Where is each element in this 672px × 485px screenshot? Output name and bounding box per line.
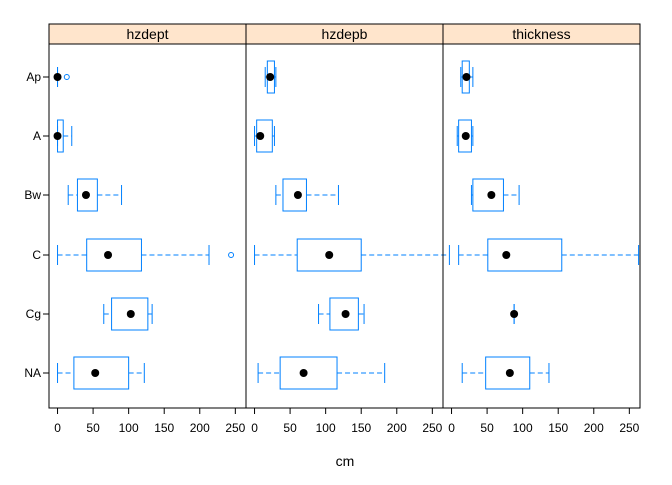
median-dot (341, 310, 350, 318)
box-hzdept-Cg (103, 297, 153, 331)
x-tick-label: 150 (548, 421, 568, 435)
box-rect (279, 356, 338, 390)
y-tick-label-Bw: Bw (24, 188, 41, 202)
x-tick-label: 50 (480, 421, 494, 435)
median-dot (53, 132, 62, 140)
x-tick-label: 50 (86, 421, 100, 435)
x-tick-label: 100 (513, 421, 533, 435)
box-rect (111, 297, 149, 331)
x-tick-label: 0 (251, 421, 258, 435)
x-tick-label: 200 (387, 421, 407, 435)
median-dot (299, 369, 308, 377)
box-rect (296, 238, 362, 272)
box-hzdepb-Cg (318, 297, 365, 331)
box-hzdept-Bw (67, 178, 123, 212)
panel-frame-thickness (442, 43, 641, 409)
median-dot (81, 191, 90, 199)
median-dot (325, 251, 334, 259)
box-hzdept-A (53, 119, 73, 153)
x-tick-label: 150 (351, 421, 371, 435)
y-tick-label-Cg: Cg (26, 307, 41, 321)
median-dot (505, 369, 514, 377)
x-tick-label: 200 (584, 421, 604, 435)
box-thickness-NA (461, 356, 550, 390)
box-rect (86, 238, 142, 272)
x-axis-label: cm (336, 453, 355, 469)
x-tick-label: 250 (619, 421, 639, 435)
box-rect (487, 238, 563, 272)
box-rect (485, 356, 531, 390)
x-tick-label: 0 (54, 421, 61, 435)
x-tick-label: 100 (316, 421, 336, 435)
box-hzdepb-Bw (275, 178, 339, 212)
box-rect (472, 178, 504, 212)
box-hzdepb-A (254, 119, 275, 153)
strip-label-thickness: thickness (512, 26, 570, 42)
median-dot (487, 191, 496, 199)
median-dot (293, 191, 302, 199)
box-thickness-Bw (470, 178, 520, 212)
box-hzdept-C (57, 238, 235, 272)
box-hzdept-Ap (53, 67, 70, 87)
box-thickness-Cg (510, 304, 519, 324)
box-rect (73, 356, 130, 390)
box-rect (282, 178, 307, 212)
x-tick-label: 50 (283, 421, 297, 435)
box-thickness-C (458, 238, 640, 272)
strip-label-hzdepb: hzdepb (322, 26, 368, 42)
box-rect (76, 178, 98, 212)
median-dot (126, 310, 135, 318)
median-dot (266, 73, 275, 81)
panel-hzdept: hzdept 0 50 100 150 200 250 (48, 23, 247, 435)
box-hzdepb-Ap (264, 60, 277, 94)
box-hzdepb-C (254, 238, 450, 272)
x-tick-label: 100 (119, 421, 139, 435)
box-thickness-Ap (460, 60, 474, 94)
x-tick-label: 200 (190, 421, 210, 435)
y-tick-label-Ap: Ap (26, 70, 41, 84)
outlier-point (63, 74, 70, 80)
x-tick-label: 250 (422, 421, 442, 435)
x-tick-label: 0 (448, 421, 455, 435)
y-tick-label-A: A (33, 129, 41, 143)
x-tick-label: 150 (154, 421, 174, 435)
median-dot (53, 73, 62, 81)
panel-hzdepb: hzdepb 0 50 100 150 200 250 (245, 23, 450, 435)
box-hzdepb-NA (257, 356, 386, 390)
median-dot (502, 251, 511, 259)
y-tick-label-C: C (32, 248, 41, 262)
median-dot (91, 369, 100, 377)
median-dot (510, 310, 519, 318)
box-hzdept-NA (57, 356, 145, 390)
y-tick-label-NA: NA (24, 366, 41, 380)
median-dot (462, 73, 471, 81)
box-rect (458, 119, 472, 153)
median-dot (104, 251, 113, 259)
median-dot (256, 132, 265, 140)
panel-frame-hzdept (48, 43, 247, 409)
strip-label-hzdept: hzdept (126, 26, 168, 42)
box-rect (329, 297, 359, 331)
panel-thickness: thickness 0 50 100 150 200 250 (442, 23, 641, 435)
x-tick-label: 250 (225, 421, 245, 435)
panel-frame-hzdepb (245, 43, 444, 409)
box-thickness-A (456, 119, 474, 153)
median-dot (461, 132, 470, 140)
outlier-point (228, 252, 235, 258)
